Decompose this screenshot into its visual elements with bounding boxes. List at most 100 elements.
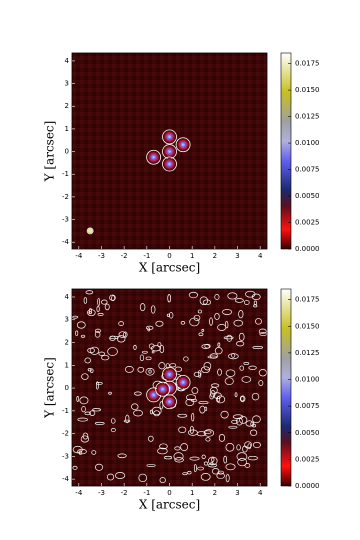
x-axis-label: X [arcsec]	[139, 261, 200, 275]
noise-contour	[166, 313, 171, 317]
noise-contour	[76, 321, 86, 329]
noise-contour	[139, 303, 146, 312]
x-tick-label: 4	[258, 489, 263, 497]
noise-contour	[216, 472, 225, 479]
noise-contour	[199, 296, 209, 305]
x-tick-label: -1	[143, 252, 150, 260]
noise-contour	[209, 393, 215, 400]
noise-contour	[174, 366, 183, 372]
noise-contour	[253, 304, 258, 308]
noise-contour	[207, 463, 218, 468]
noise-contour	[157, 447, 168, 455]
source-contour	[162, 156, 177, 172]
y-tick-label: 1	[65, 125, 69, 133]
noise-contour	[225, 463, 236, 471]
noise-contour	[173, 452, 184, 461]
y-tick-label: 4	[65, 57, 70, 65]
x-tick-label: 1	[190, 489, 194, 497]
x-tick-label: -3	[98, 252, 105, 260]
noise-contour	[148, 435, 154, 442]
noise-contour	[165, 363, 170, 369]
noise-contour	[242, 445, 248, 453]
noise-contour	[183, 356, 189, 362]
noise-contour	[245, 290, 256, 298]
noise-contour	[189, 317, 200, 327]
noise-contour	[85, 290, 94, 295]
noise-contour	[198, 370, 202, 378]
noise-contour	[198, 332, 204, 337]
y-tick-label: 1	[65, 361, 69, 369]
noise-contour	[196, 431, 207, 437]
noise-contour	[208, 456, 218, 466]
noise-contour	[151, 406, 162, 416]
x-tick-label: 4	[258, 252, 263, 260]
source-contour	[175, 137, 191, 153]
noise-contour	[145, 367, 155, 376]
source-contour	[146, 149, 162, 165]
x-tick-label: -2	[121, 489, 128, 497]
noise-contour	[214, 312, 220, 320]
noise-contour	[101, 355, 110, 361]
noise-contour	[180, 321, 186, 325]
noise-contour	[236, 444, 241, 451]
y-tick-label: -2	[62, 430, 69, 438]
x-tick-label: -2	[121, 252, 128, 260]
noise-contour	[84, 411, 91, 416]
noise-contour	[205, 437, 211, 442]
noise-contour	[106, 473, 115, 481]
x-tick-label: -4	[75, 489, 83, 497]
x-tick-label: 2	[213, 252, 217, 260]
noise-contour	[258, 328, 267, 334]
noise-contour	[189, 456, 200, 461]
noise-contour	[169, 363, 177, 368]
noise-contour	[123, 331, 128, 338]
noise-contour	[174, 457, 184, 463]
noise-contour	[90, 368, 94, 373]
y-tick-label: 3	[65, 316, 69, 324]
colorbar-tick-label: 0.0000	[295, 245, 320, 253]
x-tick-label: 0	[167, 489, 171, 497]
noise-contour	[189, 425, 194, 434]
noise-contour	[239, 365, 245, 371]
noise-contour	[244, 441, 252, 449]
noise-contour	[193, 371, 201, 377]
noise-contour	[247, 455, 258, 461]
noise-contour	[79, 396, 89, 405]
noise-contour	[231, 419, 239, 424]
noise-contour	[118, 331, 127, 338]
noise-contour	[94, 463, 104, 471]
noise-contour	[116, 335, 126, 343]
source	[87, 228, 93, 234]
noise-contour	[238, 332, 245, 341]
noise-contour	[110, 428, 116, 433]
source	[156, 383, 169, 396]
source	[147, 151, 160, 164]
colorbar-tick-label: 0.0175	[295, 296, 320, 304]
source-contour	[86, 227, 94, 235]
source-contour	[155, 381, 171, 397]
noise-contour	[236, 341, 245, 347]
noise-contour	[182, 472, 188, 476]
noise-contour	[225, 443, 235, 452]
noise-contour	[89, 307, 92, 315]
noise-contour	[250, 429, 258, 436]
noise-contour	[118, 321, 124, 326]
y-tick-label: 0	[65, 148, 69, 156]
noise-contour	[191, 413, 195, 422]
y-tick-label: -3	[62, 452, 69, 460]
y-tick-label: -2	[62, 193, 69, 201]
noise-contour	[207, 355, 218, 359]
noise-contour	[125, 414, 130, 424]
source	[163, 395, 176, 408]
colorbar-tick-label: 0.0075	[295, 166, 320, 174]
noise-contour	[83, 297, 88, 304]
noise-contour	[252, 346, 264, 349]
noise-contour	[148, 343, 155, 349]
noise-contour	[227, 292, 238, 300]
noise-contour	[141, 350, 148, 354]
noise-contour	[201, 328, 205, 332]
colorbar-tick-label: 0.0050	[295, 429, 320, 437]
noise-contour	[247, 443, 252, 450]
noise-contour	[97, 312, 104, 316]
y-tick-label: -4	[62, 238, 70, 246]
